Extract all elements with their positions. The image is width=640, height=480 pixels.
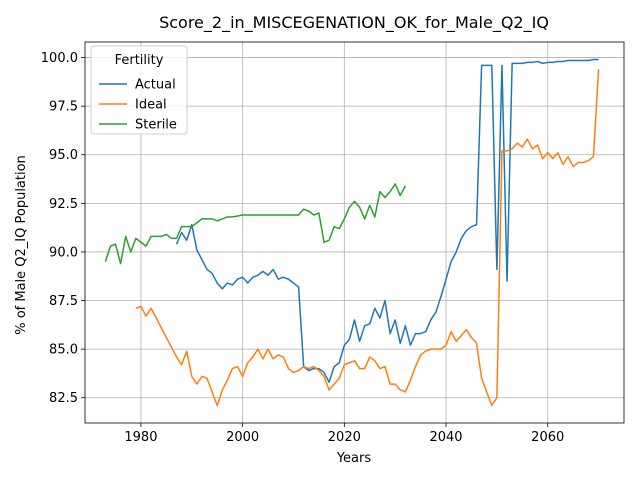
- chart-title: Score_2_in_MISCEGENATION_OK_for_Male_Q2_…: [159, 13, 549, 33]
- series-lines: [104, 58, 600, 407]
- series-line-ideal: [135, 69, 600, 407]
- y-tick-label: 87.5: [49, 294, 78, 309]
- x-tick-label: 2060: [531, 430, 564, 445]
- x-tick-label: 2040: [429, 430, 462, 445]
- x-tick-label: 2000: [226, 430, 259, 445]
- y-tick-label: 97.5: [49, 100, 78, 115]
- y-axis-label: % of Male Q2_IQ Population: [14, 155, 29, 335]
- x-tick-label: 1980: [124, 430, 157, 445]
- y-tick-label: 95.0: [49, 148, 78, 163]
- y-tick-label: 92.5: [49, 197, 78, 212]
- axis-ticks: 1980 2000 2020 2040 2060 82.5 85.0 87.5 90.0 92.5…: [41, 51, 564, 445]
- y-tick-label: 100.0: [41, 51, 78, 66]
- legend-label-ideal: Ideal: [135, 98, 167, 113]
- y-tick-label: 90.0: [49, 245, 78, 260]
- legend-title: Fertility: [115, 53, 164, 68]
- legend-box: [90, 45, 188, 135]
- legend-label-sterile: Sterile: [135, 118, 177, 133]
- series-line-sterile: [104, 183, 407, 265]
- gridlines: [85, 42, 624, 423]
- y-tick-label: 82.5: [49, 391, 78, 406]
- x-axis-label: Years: [336, 451, 372, 466]
- series-line-actual: [175, 58, 599, 383]
- legend: Fertility Actual Ideal Sterile: [90, 45, 188, 135]
- x-tick-label: 2020: [328, 430, 361, 445]
- legend-label-actual: Actual: [135, 78, 176, 93]
- plot-frame: [84, 41, 625, 424]
- y-tick-label: 85.0: [49, 343, 78, 358]
